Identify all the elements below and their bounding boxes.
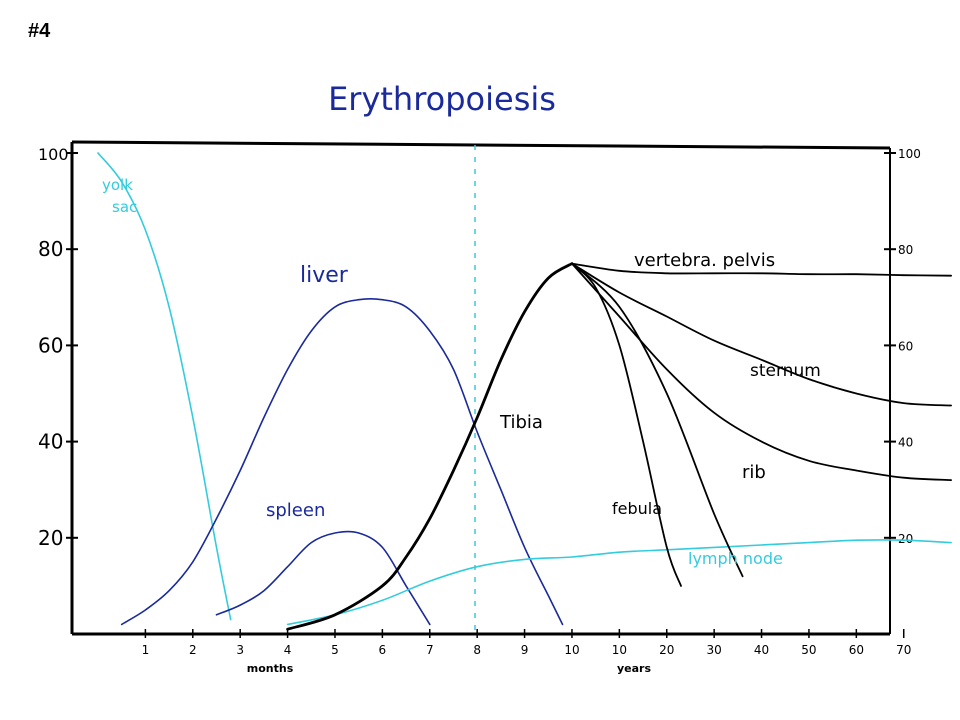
series-line-unnamed-9 bbox=[286, 262, 574, 631]
x-tick-label: 5 bbox=[331, 643, 339, 657]
x-tick-label: 3 bbox=[236, 643, 244, 657]
x-tick-label: 70 bbox=[896, 643, 911, 657]
y-tick-left-label: 20 bbox=[38, 526, 63, 550]
series-line-vertebra-pelvis bbox=[571, 262, 952, 277]
series-line-yolk-sac bbox=[97, 152, 232, 621]
y-tick-right-label: 100 bbox=[898, 147, 921, 161]
x-tick-label: 9 bbox=[521, 643, 529, 657]
label-sternum: sternum bbox=[750, 361, 821, 381]
x-tick-label: 1 bbox=[142, 643, 150, 657]
y-tick-right-label: 80 bbox=[898, 243, 913, 257]
y-ticks-right: 100 80 60 40 20 bbox=[884, 147, 921, 546]
x-tick-label: 6 bbox=[379, 643, 387, 657]
x-label-months: months bbox=[247, 662, 294, 675]
series-line-tibia bbox=[571, 262, 682, 587]
series-line-lymph-node bbox=[286, 539, 952, 626]
label-lymph-node: lymph node bbox=[688, 549, 783, 568]
x-ticks: 1 2 3 4 5 6 7 8 9 10 10 20 30 40 50 60 70 bbox=[142, 629, 911, 657]
series-line-febula bbox=[571, 262, 744, 578]
y-tick-left-label: 100 bbox=[38, 145, 69, 164]
label-vertebra-pelvis: vertebra. pelvis bbox=[634, 250, 775, 271]
series-line-sternum bbox=[571, 262, 952, 407]
label-liver: liver bbox=[300, 263, 349, 288]
slide-number: #4 bbox=[28, 20, 51, 42]
y-tick-right-label: 60 bbox=[898, 339, 913, 353]
y-tick-right-label: 20 bbox=[898, 532, 913, 546]
x-tick-label: 60 bbox=[849, 643, 864, 657]
x-tick-label: 20 bbox=[659, 643, 674, 657]
x-tick-label: 8 bbox=[473, 643, 481, 657]
label-tibia: Tibia bbox=[499, 412, 543, 433]
label-rib: rib bbox=[742, 462, 766, 483]
y-ticks-left: 100 80 60 40 20 bbox=[38, 145, 78, 550]
label-febula: febula bbox=[612, 499, 662, 518]
x-tick-label: 7 bbox=[426, 643, 434, 657]
series-layer bbox=[97, 152, 952, 631]
label-sac: sac bbox=[112, 198, 137, 216]
series-line-liver bbox=[120, 298, 564, 626]
x-tick-label: 40 bbox=[754, 643, 769, 657]
chart-title: Erythropoiesis bbox=[328, 80, 556, 118]
y-tick-left-label: 60 bbox=[38, 333, 63, 357]
x-tick-label: 2 bbox=[189, 643, 197, 657]
y-tick-left-label: 80 bbox=[38, 237, 63, 261]
x-tick-label: 10 bbox=[564, 643, 579, 657]
series-labels: yolk sac liver spleen lymph node Tibia f… bbox=[102, 176, 821, 568]
y-tick-right-label: 40 bbox=[898, 436, 913, 450]
series-line-rib bbox=[571, 262, 952, 481]
x-tick-label: 4 bbox=[284, 643, 292, 657]
x-tick-label: 30 bbox=[707, 643, 722, 657]
x-label-years: years bbox=[617, 662, 651, 675]
label-spleen: spleen bbox=[266, 500, 325, 521]
chart-frame bbox=[70, 140, 891, 636]
x-tick-label: 50 bbox=[801, 643, 816, 657]
label-yolk: yolk bbox=[102, 176, 133, 194]
x-tick-label: 10 bbox=[612, 643, 627, 657]
series-line-spleen bbox=[215, 530, 431, 626]
frame-top bbox=[71, 140, 891, 150]
y-tick-left-label: 40 bbox=[38, 430, 63, 454]
